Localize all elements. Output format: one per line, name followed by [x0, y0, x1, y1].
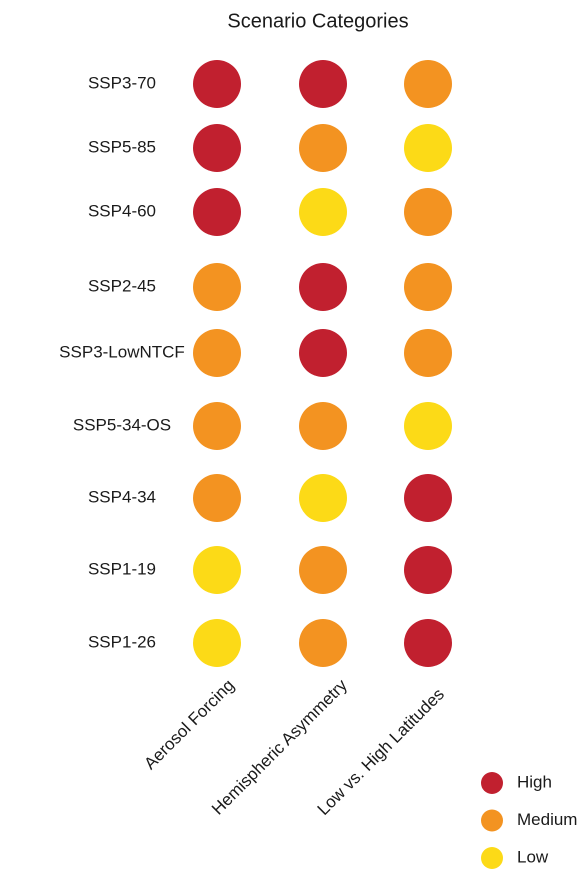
legend-label: High [517, 772, 552, 791]
row-label: SSP3-70 [88, 73, 156, 92]
dot [193, 60, 241, 108]
row-label: SSP1-19 [88, 559, 156, 578]
row-label: SSP1-26 [88, 632, 156, 651]
row-label: SSP2-45 [88, 276, 156, 295]
dot [193, 402, 241, 450]
row-label: SSP5-34-OS [73, 415, 171, 434]
dot [193, 546, 241, 594]
dot [193, 263, 241, 311]
dot [404, 188, 452, 236]
dot [404, 619, 452, 667]
dot [404, 402, 452, 450]
legend-swatch [481, 772, 503, 794]
dot [299, 60, 347, 108]
legend-label: Medium [517, 810, 577, 829]
dot [299, 263, 347, 311]
dot [299, 474, 347, 522]
dot [404, 263, 452, 311]
legend-label: Low [517, 847, 549, 866]
dot [299, 124, 347, 172]
row-label: SSP4-34 [88, 487, 156, 506]
dot [404, 474, 452, 522]
dot [404, 124, 452, 172]
dot [193, 474, 241, 522]
dot [193, 188, 241, 236]
chart-title: Scenario Categories [227, 10, 408, 32]
dot [193, 619, 241, 667]
legend-swatch [481, 847, 503, 869]
dot [299, 619, 347, 667]
dot [404, 546, 452, 594]
row-label: SSP3-LowNTCF [59, 342, 185, 361]
dot [299, 546, 347, 594]
dot [404, 329, 452, 377]
row-label: SSP5-85 [88, 137, 156, 156]
row-label: SSP4-60 [88, 201, 156, 220]
dot [193, 124, 241, 172]
column-label: Aerosol Forcing [140, 676, 238, 774]
dot [299, 329, 347, 377]
dot [299, 188, 347, 236]
dot [193, 329, 241, 377]
dot [299, 402, 347, 450]
legend-swatch [481, 809, 503, 832]
dot [404, 60, 452, 108]
